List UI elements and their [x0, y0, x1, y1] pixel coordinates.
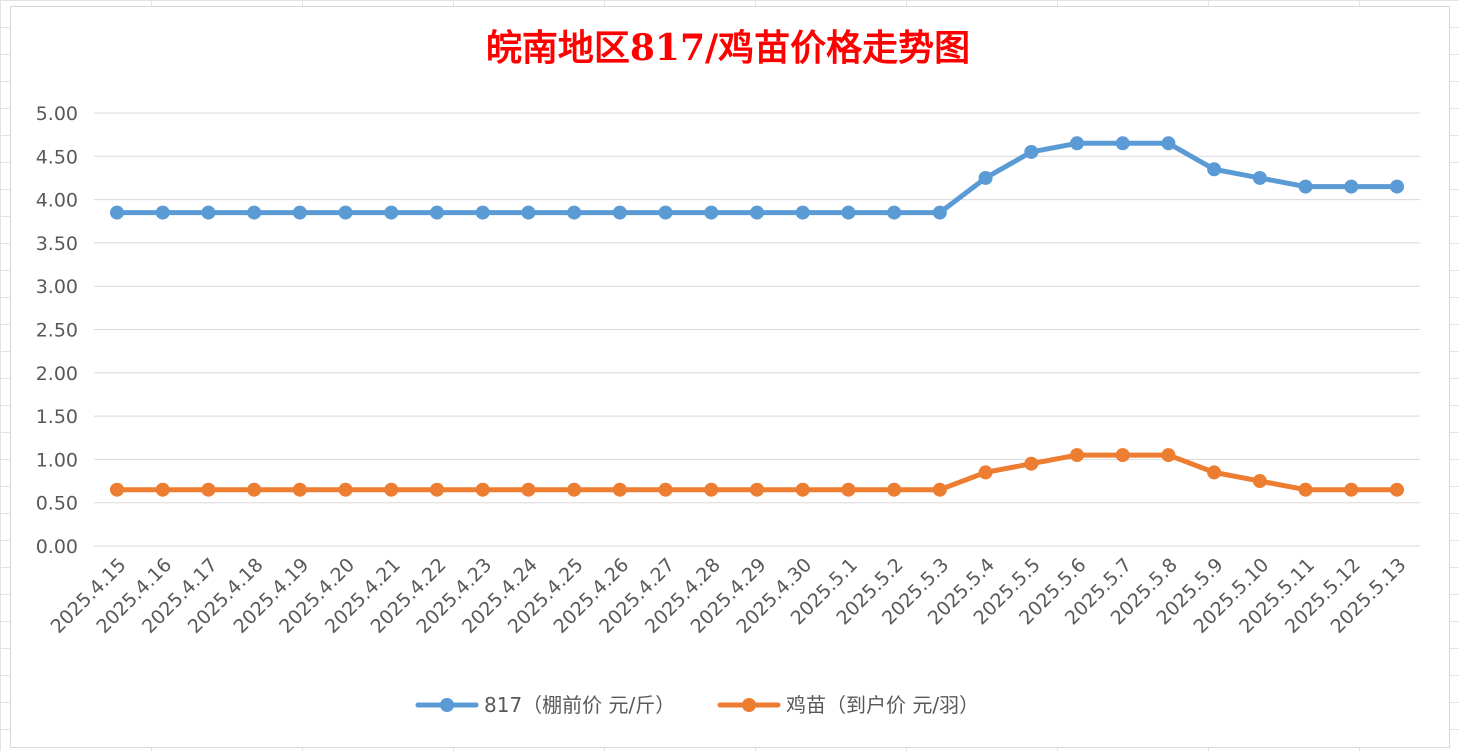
data-point[interactable] [384, 205, 399, 220]
data-point[interactable] [338, 482, 353, 497]
data-point[interactable] [247, 482, 262, 497]
data-point[interactable] [1207, 465, 1222, 480]
legend-item-2[interactable]: 鸡苗（到户价 元/羽） [717, 693, 979, 717]
data-point[interactable] [292, 482, 307, 497]
data-point[interactable] [1024, 456, 1039, 471]
series-lines [110, 136, 1404, 497]
y-tick-label: 1.00 [36, 449, 78, 471]
data-point[interactable] [1070, 448, 1084, 463]
y-tick-label: 4.50 [36, 146, 78, 168]
y-tick-label: 1.50 [36, 406, 78, 428]
data-point[interactable] [475, 482, 490, 497]
legend-label: 817（棚前价 元/斤） [484, 693, 675, 717]
data-point[interactable] [1390, 179, 1404, 194]
y-tick-label: 2.00 [36, 363, 78, 385]
data-point[interactable] [292, 205, 307, 220]
data-point[interactable] [887, 482, 902, 497]
chart-title: 皖南地区817/鸡苗价格走势图 [486, 27, 970, 69]
legend-point-marker [440, 698, 454, 712]
data-point[interactable] [795, 482, 810, 497]
data-point[interactable] [567, 482, 582, 497]
data-point[interactable] [704, 205, 719, 220]
y-tick-label: 0.00 [36, 536, 78, 558]
data-point[interactable] [1390, 482, 1404, 497]
data-point[interactable] [612, 205, 627, 220]
x-axis: 2025.4.152025.4.162025.4.172025.4.182025… [47, 554, 1411, 638]
data-point[interactable] [567, 205, 582, 220]
legend-label: 鸡苗（到户价 元/羽） [786, 693, 979, 717]
gridlines [94, 112, 1420, 547]
y-tick-label: 3.00 [36, 276, 78, 298]
data-point[interactable] [384, 482, 399, 497]
y-tick-label: 5.00 [36, 103, 78, 125]
data-point[interactable] [1115, 448, 1130, 463]
data-point[interactable] [1344, 482, 1359, 497]
legend-item-1[interactable]: 817（棚前价 元/斤） [415, 693, 675, 717]
data-point[interactable] [521, 482, 536, 497]
data-point[interactable] [201, 482, 216, 497]
data-point[interactable] [1252, 170, 1267, 185]
data-point[interactable] [932, 205, 947, 220]
data-point[interactable] [1024, 144, 1039, 159]
data-point[interactable] [932, 482, 947, 497]
data-point[interactable] [521, 205, 536, 220]
data-point[interactable] [1344, 179, 1359, 194]
data-point[interactable] [1161, 448, 1176, 463]
data-point[interactable] [795, 205, 810, 220]
data-point[interactable] [1115, 136, 1130, 151]
data-point[interactable] [430, 205, 444, 220]
data-point[interactable] [841, 205, 856, 220]
series-line [114, 140, 1400, 216]
series-1 [110, 136, 1404, 220]
legend: 817（棚前价 元/斤） 鸡苗（到户价 元/羽） [415, 693, 979, 717]
y-tick-label: 3.50 [36, 233, 78, 255]
y-axis: 0.00 0.50 1.00 1.50 2.00 2.50 3.00 3.50 4.00 4.50… [36, 103, 78, 558]
data-point[interactable] [750, 482, 764, 497]
data-point[interactable] [1070, 136, 1084, 151]
data-point[interactable] [155, 482, 170, 497]
data-point[interactable] [612, 482, 627, 497]
data-point[interactable] [247, 205, 262, 220]
y-tick-label: 2.50 [36, 320, 78, 342]
data-point[interactable] [1161, 136, 1176, 151]
data-point[interactable] [841, 482, 856, 497]
y-tick-label: 0.50 [36, 493, 78, 515]
data-point[interactable] [978, 170, 993, 185]
data-point[interactable] [1207, 162, 1222, 177]
data-point[interactable] [887, 205, 902, 220]
data-point[interactable] [110, 482, 124, 497]
data-point[interactable] [475, 205, 490, 220]
y-tick-label: 4.00 [36, 190, 78, 212]
data-point[interactable] [978, 465, 993, 480]
data-point[interactable] [338, 205, 353, 220]
data-point[interactable] [155, 205, 170, 220]
chart-area[interactable] [10, 6, 1450, 748]
data-point[interactable] [1252, 474, 1267, 489]
data-point[interactable] [750, 205, 764, 220]
data-point[interactable] [201, 205, 216, 220]
data-point[interactable] [430, 482, 444, 497]
series-2 [110, 448, 1404, 497]
data-point[interactable] [658, 482, 673, 497]
data-point[interactable] [110, 205, 124, 220]
data-point[interactable] [658, 205, 673, 220]
data-point[interactable] [1298, 179, 1313, 194]
data-point[interactable] [1298, 482, 1313, 497]
data-point[interactable] [704, 482, 719, 497]
legend-point-marker [742, 698, 756, 712]
